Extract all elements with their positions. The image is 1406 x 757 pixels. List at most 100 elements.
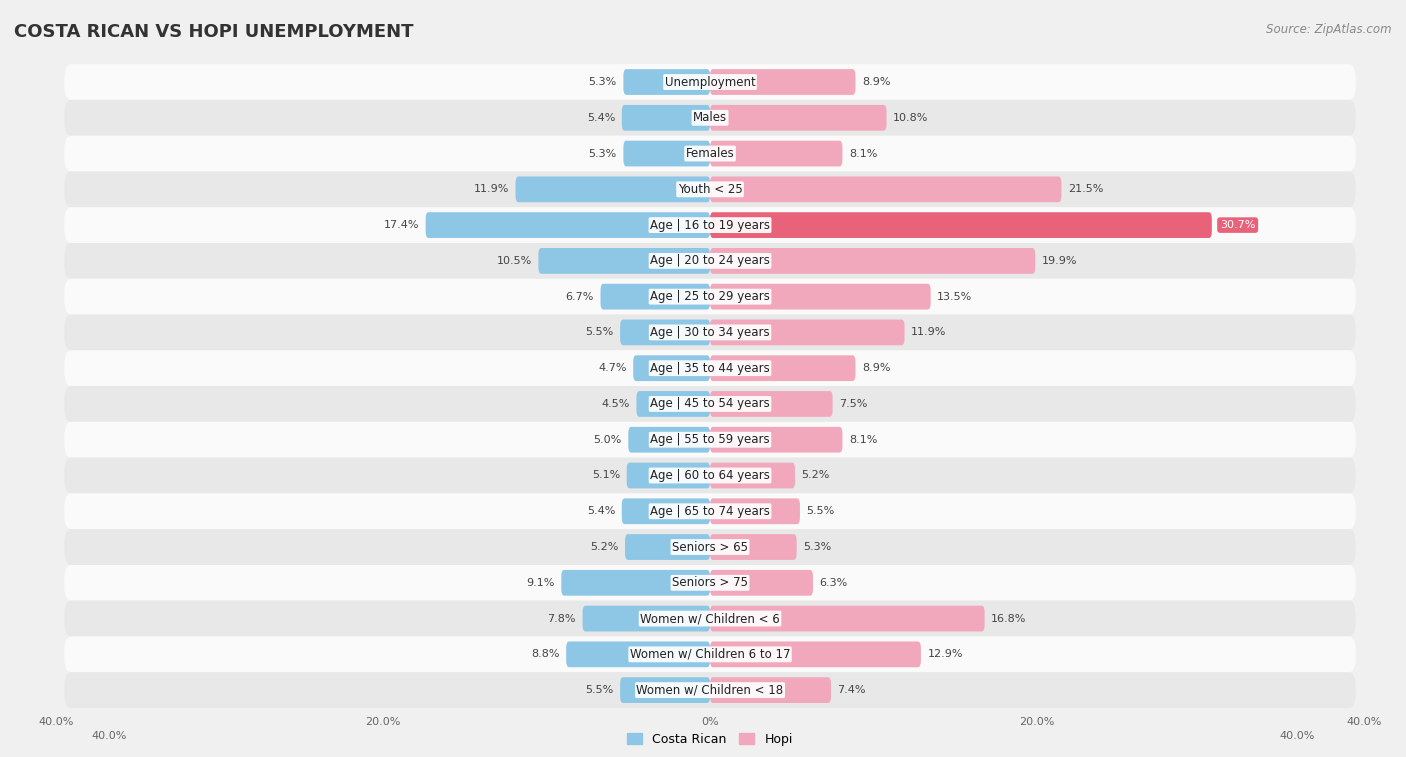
Text: Age | 20 to 24 years: Age | 20 to 24 years: [650, 254, 770, 267]
Text: 11.9%: 11.9%: [474, 185, 509, 195]
Text: 8.9%: 8.9%: [862, 363, 890, 373]
FancyBboxPatch shape: [623, 141, 710, 167]
Text: 5.1%: 5.1%: [592, 471, 620, 481]
FancyBboxPatch shape: [710, 606, 984, 631]
FancyBboxPatch shape: [65, 64, 1355, 100]
FancyBboxPatch shape: [627, 463, 710, 488]
FancyBboxPatch shape: [710, 284, 931, 310]
Text: Age | 55 to 59 years: Age | 55 to 59 years: [650, 433, 770, 446]
FancyBboxPatch shape: [65, 458, 1355, 494]
Text: Source: ZipAtlas.com: Source: ZipAtlas.com: [1267, 23, 1392, 36]
FancyBboxPatch shape: [65, 601, 1355, 637]
FancyBboxPatch shape: [710, 248, 1035, 274]
Text: Age | 65 to 74 years: Age | 65 to 74 years: [650, 505, 770, 518]
Text: 5.2%: 5.2%: [591, 542, 619, 552]
Text: Age | 30 to 34 years: Age | 30 to 34 years: [650, 326, 770, 339]
FancyBboxPatch shape: [65, 136, 1355, 171]
FancyBboxPatch shape: [65, 565, 1355, 601]
FancyBboxPatch shape: [621, 498, 710, 524]
Text: 5.5%: 5.5%: [585, 328, 613, 338]
Text: 16.8%: 16.8%: [991, 614, 1026, 624]
Text: Youth < 25: Youth < 25: [678, 183, 742, 196]
Text: 10.8%: 10.8%: [893, 113, 928, 123]
FancyBboxPatch shape: [65, 171, 1355, 207]
Text: 7.8%: 7.8%: [547, 614, 576, 624]
FancyBboxPatch shape: [710, 678, 831, 703]
FancyBboxPatch shape: [710, 355, 855, 381]
Text: 5.5%: 5.5%: [585, 685, 613, 695]
Text: 5.4%: 5.4%: [586, 113, 616, 123]
FancyBboxPatch shape: [516, 176, 710, 202]
FancyBboxPatch shape: [710, 176, 1062, 202]
Text: 5.2%: 5.2%: [801, 471, 830, 481]
FancyBboxPatch shape: [620, 678, 710, 703]
Text: 7.4%: 7.4%: [838, 685, 866, 695]
Text: 19.9%: 19.9%: [1042, 256, 1077, 266]
Legend: Costa Rican, Hopi: Costa Rican, Hopi: [623, 728, 797, 751]
Text: 8.1%: 8.1%: [849, 435, 877, 444]
Text: Women w/ Children < 6: Women w/ Children < 6: [640, 612, 780, 625]
FancyBboxPatch shape: [65, 100, 1355, 136]
Text: 8.1%: 8.1%: [849, 148, 877, 158]
FancyBboxPatch shape: [65, 207, 1355, 243]
Text: 40.0%: 40.0%: [1279, 731, 1315, 741]
Text: 9.1%: 9.1%: [526, 578, 555, 587]
Text: 40.0%: 40.0%: [91, 731, 127, 741]
Text: 5.3%: 5.3%: [589, 148, 617, 158]
FancyBboxPatch shape: [710, 641, 921, 667]
FancyBboxPatch shape: [600, 284, 710, 310]
FancyBboxPatch shape: [637, 391, 710, 417]
FancyBboxPatch shape: [538, 248, 710, 274]
FancyBboxPatch shape: [65, 494, 1355, 529]
FancyBboxPatch shape: [710, 69, 855, 95]
Text: 21.5%: 21.5%: [1069, 185, 1104, 195]
FancyBboxPatch shape: [710, 105, 887, 131]
Text: 13.5%: 13.5%: [938, 291, 973, 301]
Text: 8.8%: 8.8%: [531, 650, 560, 659]
Text: 12.9%: 12.9%: [928, 650, 963, 659]
Text: 5.3%: 5.3%: [803, 542, 831, 552]
Text: 17.4%: 17.4%: [384, 220, 419, 230]
FancyBboxPatch shape: [710, 141, 842, 167]
Text: 11.9%: 11.9%: [911, 328, 946, 338]
FancyBboxPatch shape: [561, 570, 710, 596]
Text: 8.9%: 8.9%: [862, 77, 890, 87]
Text: 5.4%: 5.4%: [586, 506, 616, 516]
FancyBboxPatch shape: [65, 637, 1355, 672]
FancyBboxPatch shape: [65, 314, 1355, 350]
FancyBboxPatch shape: [626, 534, 710, 560]
Text: COSTA RICAN VS HOPI UNEMPLOYMENT: COSTA RICAN VS HOPI UNEMPLOYMENT: [14, 23, 413, 41]
FancyBboxPatch shape: [628, 427, 710, 453]
Text: 5.0%: 5.0%: [593, 435, 621, 444]
FancyBboxPatch shape: [710, 498, 800, 524]
FancyBboxPatch shape: [621, 105, 710, 131]
FancyBboxPatch shape: [620, 319, 710, 345]
FancyBboxPatch shape: [65, 529, 1355, 565]
FancyBboxPatch shape: [65, 422, 1355, 458]
Text: Unemployment: Unemployment: [665, 76, 755, 89]
FancyBboxPatch shape: [710, 212, 1212, 238]
Text: 6.3%: 6.3%: [820, 578, 848, 587]
FancyBboxPatch shape: [65, 243, 1355, 279]
Text: Females: Females: [686, 147, 734, 160]
FancyBboxPatch shape: [65, 386, 1355, 422]
Text: Women w/ Children 6 to 17: Women w/ Children 6 to 17: [630, 648, 790, 661]
FancyBboxPatch shape: [65, 279, 1355, 314]
FancyBboxPatch shape: [65, 672, 1355, 708]
Text: Seniors > 65: Seniors > 65: [672, 540, 748, 553]
FancyBboxPatch shape: [710, 570, 813, 596]
Text: 6.7%: 6.7%: [565, 291, 593, 301]
Text: 4.5%: 4.5%: [602, 399, 630, 409]
FancyBboxPatch shape: [710, 427, 842, 453]
Text: 30.7%: 30.7%: [1220, 220, 1256, 230]
Text: Seniors > 75: Seniors > 75: [672, 576, 748, 589]
FancyBboxPatch shape: [567, 641, 710, 667]
Text: Age | 25 to 29 years: Age | 25 to 29 years: [650, 290, 770, 303]
Text: Age | 45 to 54 years: Age | 45 to 54 years: [650, 397, 770, 410]
Text: Males: Males: [693, 111, 727, 124]
FancyBboxPatch shape: [582, 606, 710, 631]
Text: Age | 16 to 19 years: Age | 16 to 19 years: [650, 219, 770, 232]
Text: 7.5%: 7.5%: [839, 399, 868, 409]
Text: 10.5%: 10.5%: [496, 256, 531, 266]
Text: 4.7%: 4.7%: [598, 363, 627, 373]
